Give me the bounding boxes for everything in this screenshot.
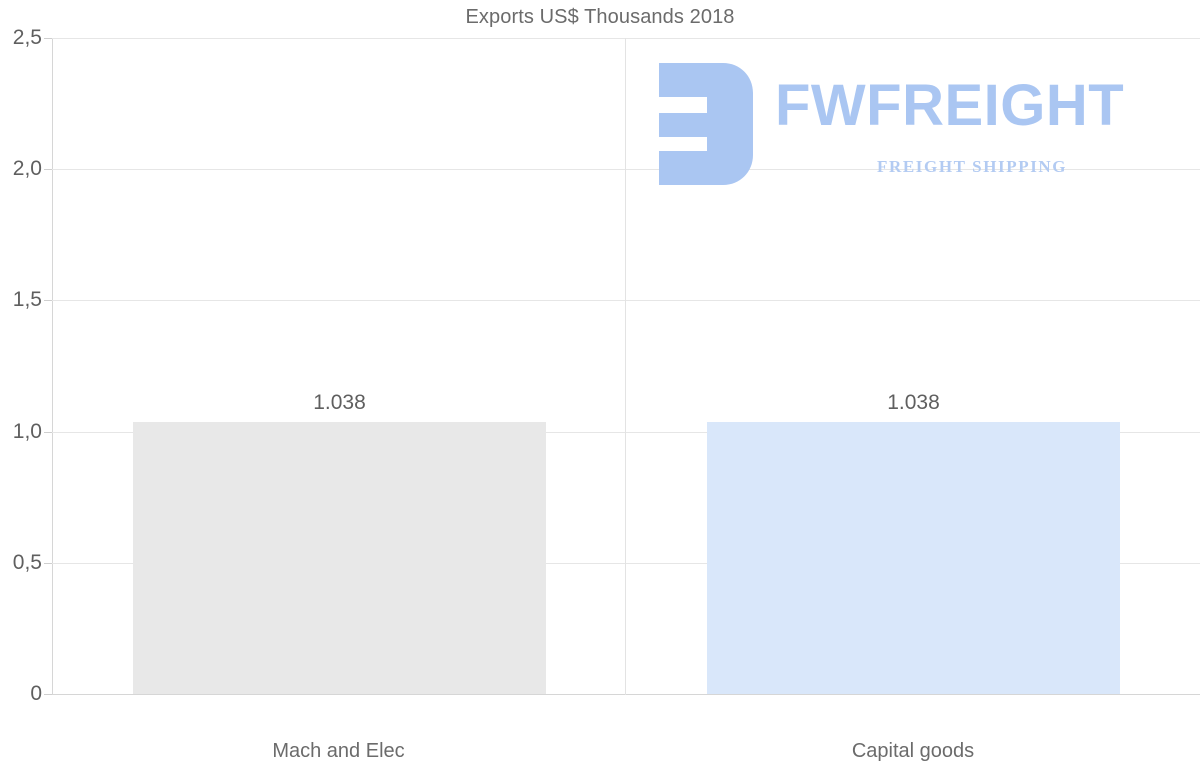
bar-capital-goods[interactable]	[707, 422, 1120, 694]
y-tick-label-1-0: 1,0	[12, 420, 42, 443]
x-tick-label-capital-goods: Capital goods	[851, 740, 975, 762]
gridline-y-2-5	[44, 38, 1200, 39]
y-tick-label-2-0: 2,0	[12, 157, 42, 180]
y-tick-label-0: 0	[30, 682, 42, 705]
gridline-y-0	[44, 694, 1200, 695]
tick-y-0	[44, 694, 52, 695]
gridline-y-0-5	[44, 563, 1200, 564]
tick-y-1-0	[44, 432, 52, 433]
gridline-y-1-5	[44, 300, 1200, 301]
y-tick-label-2-5: 2,5	[12, 26, 42, 49]
bar-mach-and-elec[interactable]	[133, 422, 546, 694]
bar-value-label-mach-and-elec: 1.038	[313, 391, 366, 414]
y-tick-label-1-5: 1,5	[12, 288, 42, 311]
tick-y-0-5	[44, 563, 52, 564]
gridline-y-1-0	[44, 432, 1200, 433]
chart-title: Exports US$ Thousands 2018	[465, 6, 735, 28]
bar-value-label-capital-goods: 1.038	[887, 391, 940, 414]
y-axis-line	[52, 38, 53, 695]
gridline-y-2-0	[44, 169, 1200, 170]
plot-area: 1.038 1.038 2,5 2,0 1,5 1,0 0,5 0 Mach a…	[13, 26, 1200, 762]
tick-y-1-5	[44, 300, 52, 301]
y-tick-label-0-5: 0,5	[12, 551, 42, 574]
tick-y-2-5	[44, 38, 52, 39]
x-tick-label-mach-and-elec: Mach and Elec	[272, 740, 405, 762]
gridline-category-separator	[625, 38, 626, 695]
tick-y-2-0	[44, 169, 52, 170]
